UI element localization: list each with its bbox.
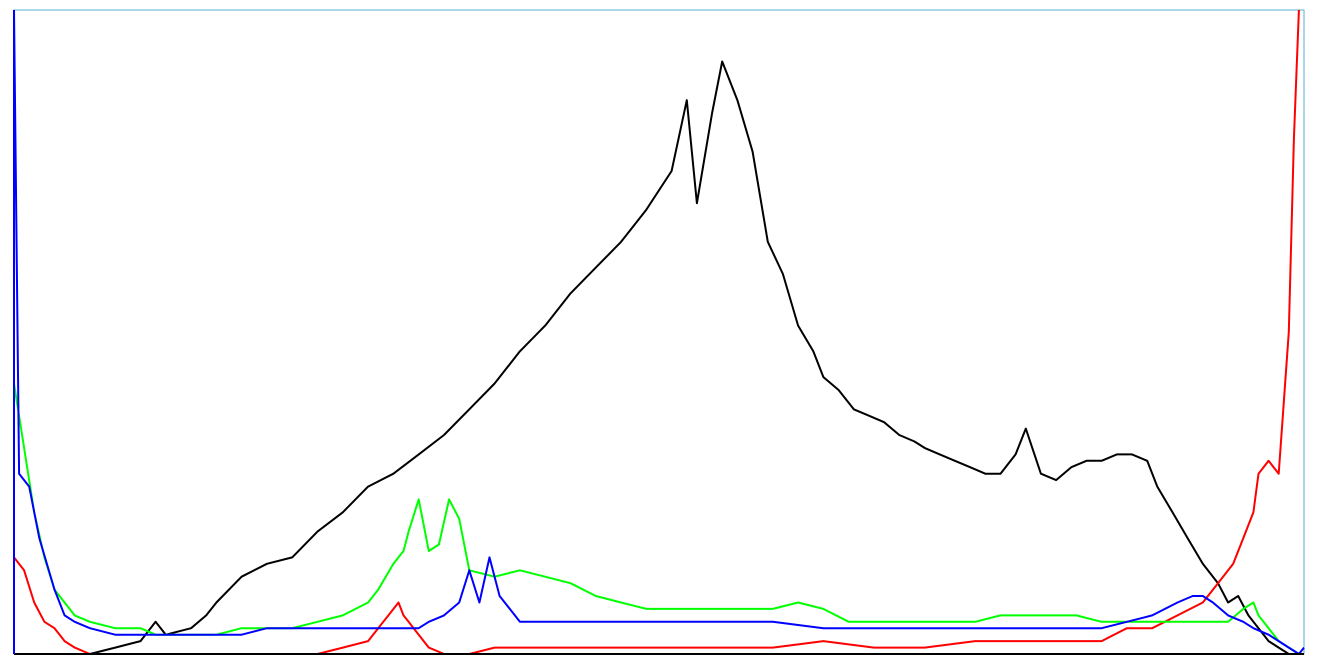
- plot-frame: [13, 9, 1305, 655]
- series-line-luminance: [14, 60, 1304, 655]
- series-line-blue: [13, 9, 1305, 655]
